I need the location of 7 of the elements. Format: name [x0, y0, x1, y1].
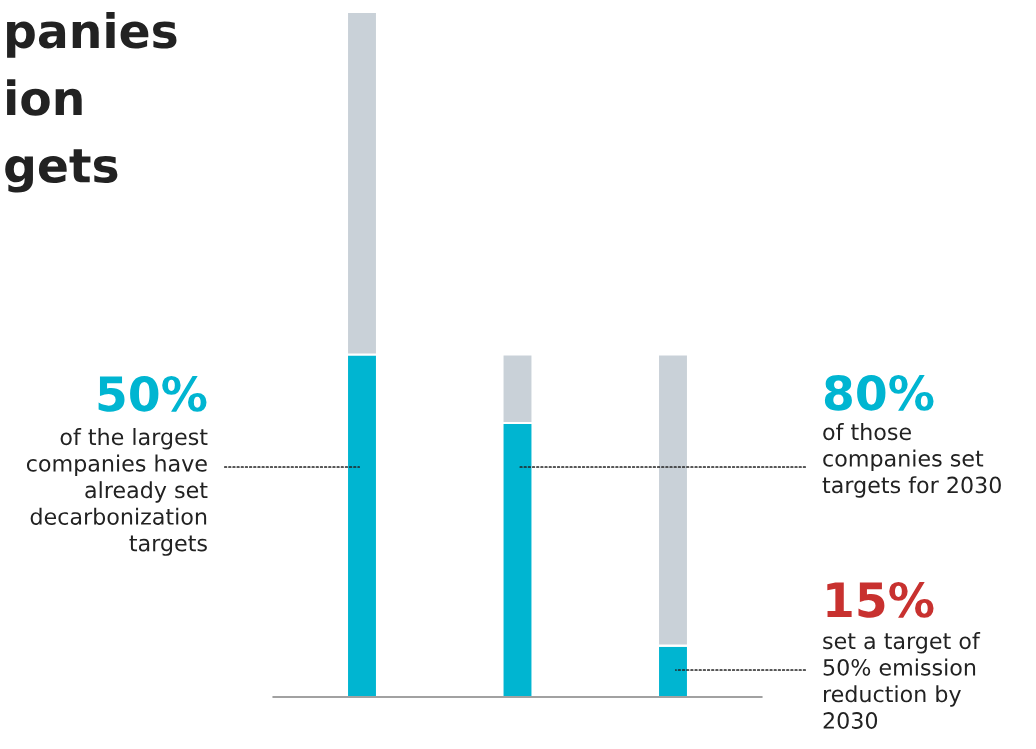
- text: 15%: [827, 581, 934, 618]
- text: of those companies set targets for 2030: [822, 423, 1001, 498]
- text: of the largest companies have already set decarbonization targets: [26, 428, 208, 556]
- text: 80%: [824, 374, 934, 411]
- text: set a target of 50% emission reduction by 2030: [823, 632, 981, 729]
- text: panies ion gets: [5, 12, 177, 193]
- text: 50%: [98, 375, 207, 412]
